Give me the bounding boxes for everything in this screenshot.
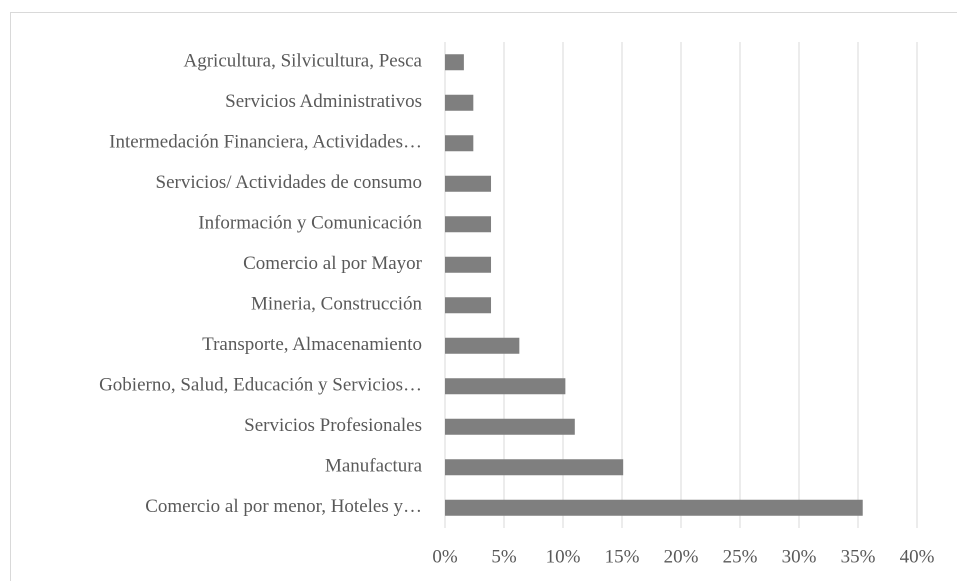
bar [445,94,474,111]
x-tick-label: 25% [723,546,758,567]
bar [445,216,492,233]
x-tick-label: 20% [664,546,699,567]
y-tick-label: Comercio al por menor, Hoteles y… [145,496,422,517]
bar [445,175,492,192]
x-tick-label: 35% [841,546,876,567]
bar [445,499,863,516]
y-tick-label: Agricultura, Silvicultura, Pesca [184,51,423,72]
x-tick-label: 30% [782,546,817,567]
bar [445,459,624,476]
y-tick-label: Gobierno, Salud, Educación y Servicios… [99,375,422,396]
y-tick-label: Mineria, Construcción [251,294,422,315]
bar [445,256,492,273]
bar [445,418,575,435]
x-tick-label: 5% [491,546,517,567]
y-tick-label: Intermedación Financiera, Actividades… [109,132,422,153]
y-tick-label: Transporte, Almacenamiento [202,334,422,355]
x-tick-label: 15% [605,546,640,567]
x-tick-label: 0% [432,546,458,567]
y-tick-label: Servicios Profesionales [244,415,422,436]
bar [445,297,492,314]
y-tick-label: Servicios Administrativos [225,91,422,112]
x-tick-label: 10% [546,546,581,567]
y-tick-label: Servicios/ Actividades de consumo [156,172,422,193]
y-tick-label: Comercio al por Mayor [243,253,423,274]
bar [445,135,474,152]
y-tick-label: Información y Comunicación [198,213,422,234]
x-tick-label: 40% [900,546,935,567]
bar [445,378,566,395]
y-tick-label: Manufactura [325,456,423,477]
bar [445,337,520,354]
bar [445,54,464,71]
chart-border [10,12,957,581]
